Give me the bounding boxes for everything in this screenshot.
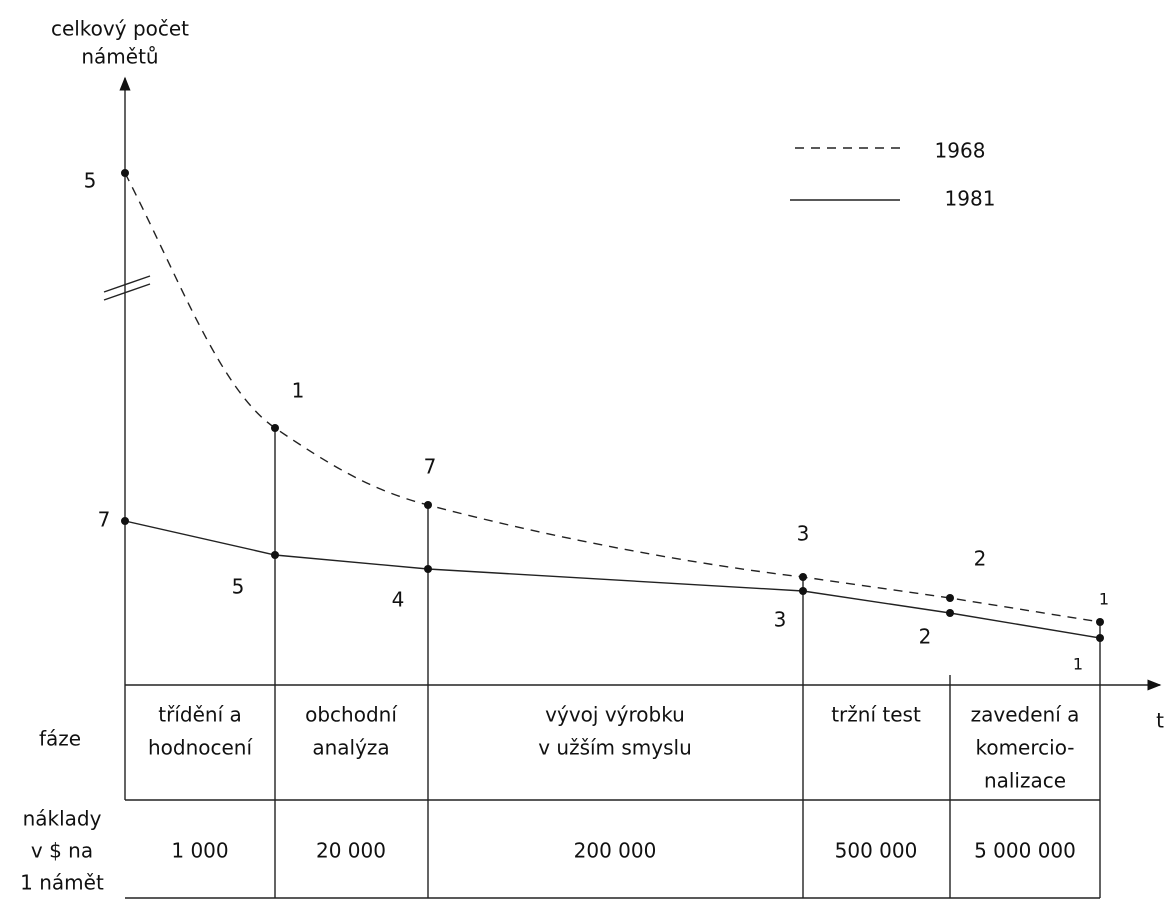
data-point [271, 424, 279, 432]
data-point [271, 551, 279, 559]
row-header: fáze [39, 727, 81, 751]
y-axis-label: celkový počet [51, 17, 189, 41]
data-point [799, 587, 807, 595]
point-label: 4 [392, 588, 405, 612]
point-label: 1 [1073, 655, 1083, 674]
phase-label: obchodní [305, 703, 398, 727]
data-point [121, 169, 129, 177]
point-label: 3 [774, 608, 787, 632]
point-label: 1 [292, 379, 305, 403]
cost-label: 20 000 [316, 839, 386, 863]
cost-label: 500 000 [835, 839, 918, 863]
phase-label: vývoj výrobku [545, 703, 685, 727]
row-header: 1 námět [20, 871, 104, 895]
legend-label: 1968 [935, 139, 986, 163]
data-point [946, 609, 954, 617]
row-header: v $ na [31, 839, 93, 863]
point-label: 3 [797, 522, 810, 546]
data-point [1096, 634, 1104, 642]
legend-label: 1981 [945, 187, 996, 211]
point-label: 1 [1099, 590, 1109, 609]
phase-label: nalizace [984, 769, 1066, 793]
cost-label: 200 000 [574, 839, 657, 863]
cost-label: 5 000 000 [974, 839, 1076, 863]
curve-1981 [124, 520, 1101, 639]
phase-label: komercio- [975, 736, 1074, 760]
phase-label: třídění a [158, 703, 241, 727]
phase-label: analýza [312, 736, 389, 760]
data-point [121, 517, 129, 525]
phase-label: zavedení a [971, 703, 1080, 727]
axis-break [103, 283, 151, 301]
point-label: 2 [919, 625, 932, 649]
y-axis-label: námětů [81, 45, 158, 69]
cost-label: 1 000 [171, 839, 228, 863]
row-header: náklady [23, 807, 102, 831]
axis-break [103, 275, 151, 293]
data-point [424, 565, 432, 573]
x-axis-label: t [1156, 709, 1164, 733]
data-point [1096, 618, 1104, 626]
point-label: 5 [232, 575, 245, 599]
point-label: 2 [974, 547, 987, 571]
point-label: 7 [424, 455, 437, 479]
point-label: 7 [98, 508, 111, 532]
data-point [799, 573, 807, 581]
data-point [424, 501, 432, 509]
phase-label: hodnocení [148, 736, 253, 760]
phase-label: tržní test [831, 703, 921, 727]
data-point [946, 594, 954, 602]
point-label: 5 [84, 169, 97, 193]
phase-label: v užším smyslu [538, 736, 692, 760]
